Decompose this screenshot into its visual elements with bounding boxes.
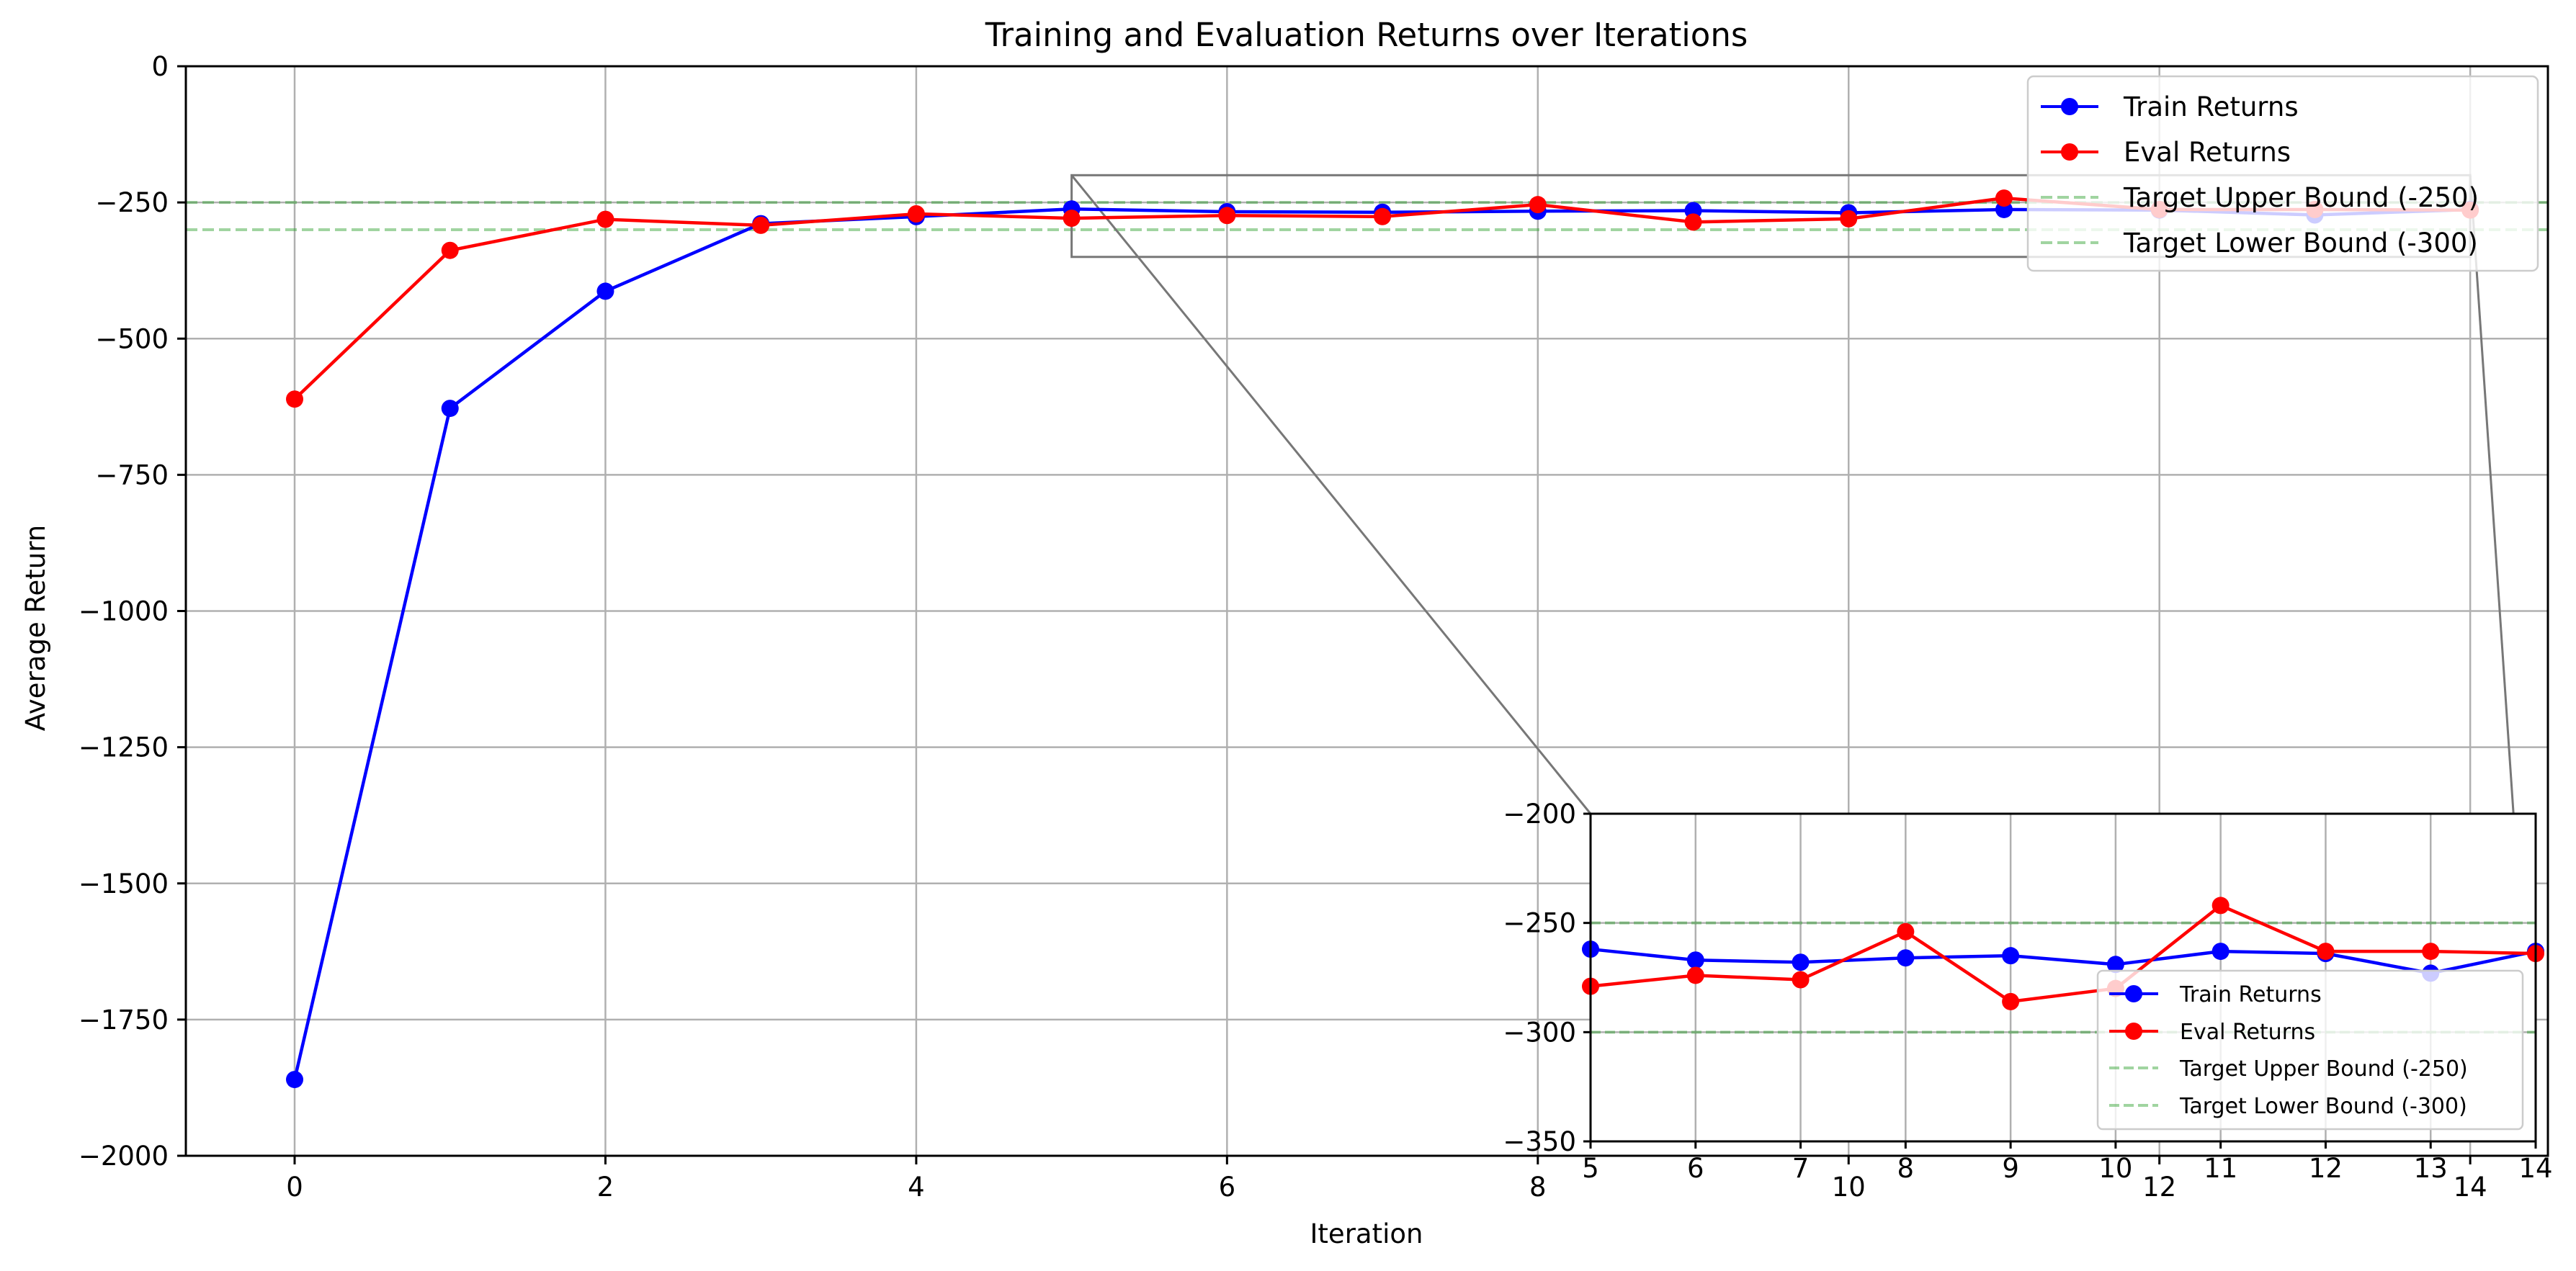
legend-entry-eval: Eval Returns <box>2041 137 2291 168</box>
inset-legend: Train Returns Eval Returns Target Upper … <box>2096 969 2524 1131</box>
y-axis-label: Average Return <box>20 525 51 731</box>
inset-data-point-train <box>2002 947 2020 965</box>
y-tick-label: −250 <box>95 187 169 218</box>
data-point-eval <box>1684 213 1702 231</box>
inset-data-point-eval <box>2422 943 2440 961</box>
inset-y-tick-label: −200 <box>1503 799 1576 830</box>
x-tick-label: 8 <box>1529 1172 1547 1203</box>
y-tick-label: −750 <box>95 459 169 490</box>
data-point-eval <box>1374 207 1392 225</box>
inset-data-point-train <box>1792 953 1810 971</box>
legend-label-lower-bound: Target Lower Bound (-300) <box>2123 228 2478 259</box>
inset-data-point-eval <box>2317 943 2335 961</box>
inset-legend-label-lower-bound: Target Lower Bound (-300) <box>2179 1094 2467 1119</box>
data-point-eval <box>1218 207 1236 225</box>
chart-title: Training and Evaluation Returns over Ite… <box>985 16 1748 54</box>
data-point-train <box>441 400 459 418</box>
x-tick-label: 4 <box>908 1172 925 1203</box>
inset-legend-entry-lower-bound: Target Lower Bound (-300) <box>2109 1094 2467 1119</box>
inset-data-point-eval <box>1897 922 1915 940</box>
legend-label-train: Train Returns <box>2123 91 2299 122</box>
legend-entry-upper-bound: Target Upper Bound (-250) <box>2041 182 2479 213</box>
y-tick-label: −1250 <box>79 732 169 763</box>
main-legend-box <box>2026 75 2539 272</box>
inset-x-tick-label: 12 <box>2309 1153 2343 1184</box>
legend-entry-train: Train Returns <box>2041 91 2299 122</box>
inset-data-point-eval <box>2002 992 2020 1010</box>
inset-data-point-train <box>1686 951 1704 969</box>
inset-x-tick-label: 14 <box>2518 1153 2552 1184</box>
main-legend: Train Returns Eval Returns Target Upper … <box>2026 75 2539 272</box>
inset-x-tick-label: 11 <box>2204 1153 2237 1184</box>
data-point-train <box>596 282 614 300</box>
x-tick-label: 2 <box>597 1172 614 1203</box>
inset-series-line-train <box>1590 947 2536 975</box>
inset-data-point-eval <box>1792 971 1810 989</box>
data-point-eval <box>286 390 304 408</box>
zoom-connector-line <box>1070 174 1592 814</box>
inset-legend-entry-eval: Eval Returns <box>2109 1020 2315 1045</box>
inset-legend-entry-upper-bound: Target Upper Bound (-250) <box>2109 1056 2468 1082</box>
x-tick-label: 12 <box>2142 1172 2176 1203</box>
data-point-eval <box>1063 210 1081 228</box>
data-point-eval <box>752 216 770 234</box>
x-tick-label: 0 <box>286 1172 303 1203</box>
main-reference-lines <box>186 201 2548 231</box>
main-plot-frame <box>184 65 2549 1157</box>
inset-zoom-chart: Train Returns Eval Returns Target Upper … <box>1503 799 2552 1184</box>
y-tick-label: 0 <box>151 51 169 82</box>
inset-data-point-train <box>1897 949 1915 967</box>
inset-legend-label-upper-bound: Target Upper Bound (-250) <box>2179 1056 2468 1082</box>
inset-data-point-train <box>2211 943 2230 961</box>
y-tick-label: −2000 <box>79 1141 169 1172</box>
inset-data-point-eval <box>2211 897 2230 915</box>
legend-label-eval: Eval Returns <box>2124 137 2291 168</box>
y-tick-label: −500 <box>95 323 169 354</box>
data-point-train <box>286 1071 304 1089</box>
inset-legend-box <box>2096 969 2524 1131</box>
inset-frame <box>1589 812 2537 1143</box>
inset-x-tick-label: 9 <box>2002 1153 2019 1184</box>
legend-entry-lower-bound: Target Lower Bound (-300) <box>2041 228 2478 259</box>
inset-x-tick-label: 5 <box>1582 1153 1599 1184</box>
x-axis-label: Iteration <box>1310 1218 1423 1249</box>
data-point-eval <box>1995 189 2013 207</box>
x-tick-label: 14 <box>2454 1172 2487 1203</box>
inset-y-tick-label: −250 <box>1503 908 1576 939</box>
y-tick-label: −1000 <box>79 596 169 627</box>
inset-legend-entry-train: Train Returns <box>2109 982 2322 1007</box>
inset-y-tick-label: −300 <box>1503 1017 1576 1048</box>
main-axis-ticks: 0 2 4 6 8 10 12 14 0 −250 −500 −750 −1000 −1250 −1500 −… <box>79 51 2487 1203</box>
x-tick-label: 6 <box>1219 1172 1236 1203</box>
inset-data-point-train <box>2106 956 2124 974</box>
y-tick-label: −1500 <box>79 868 169 899</box>
inset-x-tick-label: 10 <box>2098 1153 2132 1184</box>
inset-x-tick-label: 6 <box>1687 1153 1704 1184</box>
inset-x-tick-label: 13 <box>2414 1153 2448 1184</box>
inset-x-tick-label: 8 <box>1897 1153 1915 1184</box>
inset-series-line-eval <box>1590 903 2536 1004</box>
y-tick-label: −1750 <box>79 1005 169 1036</box>
inset-legend-label-eval: Eval Returns <box>2180 1020 2315 1045</box>
inset-x-tick-label: 7 <box>1792 1153 1810 1184</box>
inset-y-tick-label: −350 <box>1503 1126 1576 1157</box>
data-point-eval <box>907 205 925 223</box>
inset-data-point-eval <box>1686 966 1704 984</box>
data-point-eval <box>1529 196 1547 214</box>
data-point-eval <box>596 210 614 228</box>
x-tick-label: 10 <box>1832 1172 1866 1203</box>
legend-label-upper-bound: Target Upper Bound (-250) <box>2123 182 2479 213</box>
inset-axis-ticks: 5 6 7 8 9 10 11 12 13 14 −200 −250 −300 −350 <box>1503 799 2552 1184</box>
data-point-eval <box>1840 210 1858 228</box>
data-point-eval <box>441 241 459 259</box>
inset-legend-label-train: Train Returns <box>2179 982 2322 1007</box>
